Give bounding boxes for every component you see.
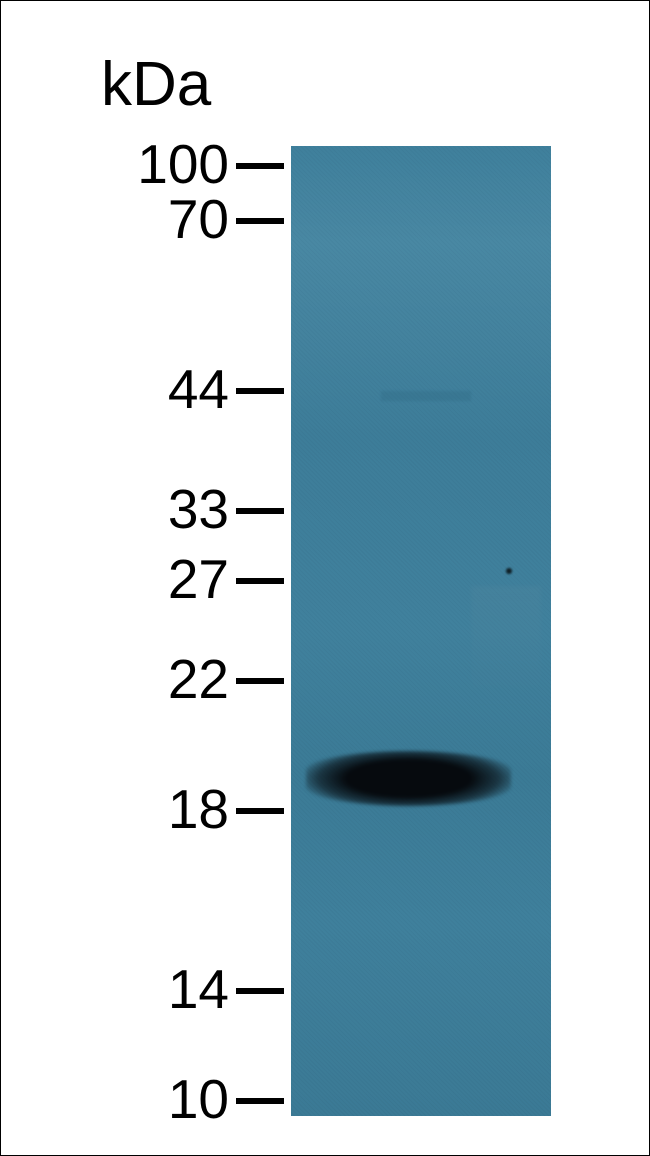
- marker-label: 22: [168, 647, 229, 711]
- protein-band: [306, 751, 511, 806]
- marker-tick: [236, 218, 284, 224]
- marker-tick: [236, 508, 284, 514]
- marker-tick: [236, 988, 284, 994]
- marker-label: 27: [168, 547, 229, 611]
- marker-label: 14: [168, 957, 229, 1021]
- marker-tick: [236, 1098, 284, 1104]
- unit-label: kDa: [101, 49, 211, 120]
- marker-label: 70: [168, 187, 229, 251]
- blot-figure: kDa 1007044332722181410: [0, 0, 650, 1156]
- lane-artifact: [471, 586, 541, 706]
- lane-artifact: [506, 568, 512, 574]
- marker-label: 33: [168, 477, 229, 541]
- blot-lane: [291, 146, 551, 1116]
- marker-tick: [236, 163, 284, 169]
- marker-tick: [236, 678, 284, 684]
- lane-artifact: [381, 391, 471, 401]
- marker-tick: [236, 578, 284, 584]
- marker-label: 44: [168, 357, 229, 421]
- marker-label: 10: [168, 1067, 229, 1131]
- marker-tick: [236, 808, 284, 814]
- marker-label: 18: [168, 777, 229, 841]
- marker-tick: [236, 388, 284, 394]
